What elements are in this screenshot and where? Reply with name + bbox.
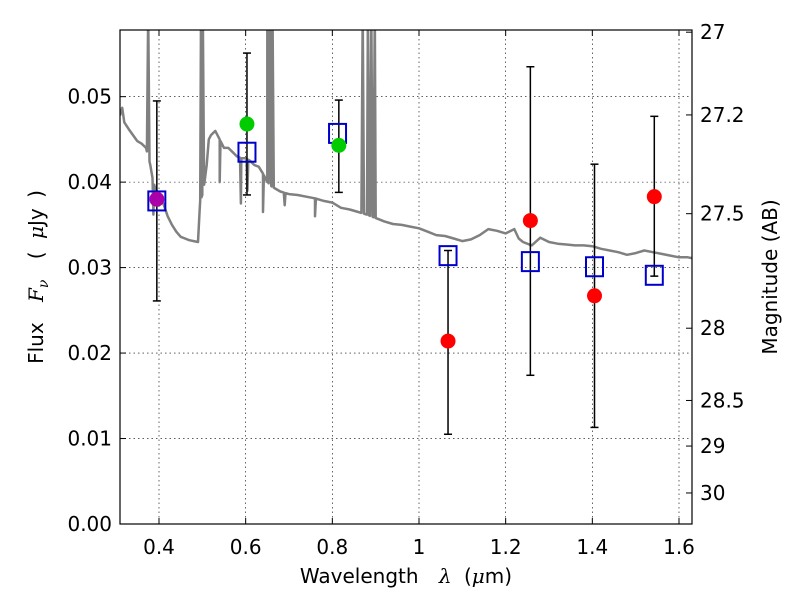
y-axis-title-symbol: F <box>24 287 48 303</box>
spectrum-line <box>120 30 692 260</box>
y-tick-label: 0.04 <box>67 170 112 194</box>
model-square <box>520 251 540 273</box>
model-square <box>147 190 167 212</box>
y-axis-title-word: Flux <box>24 322 48 364</box>
y-axis-title: Flux Fν ( μJy ) <box>24 190 53 364</box>
y-axis-title-paren-close: ) <box>24 190 48 198</box>
y-axis-title-paren-open: ( <box>24 251 48 259</box>
x-tick-label: 1.4 <box>576 535 608 559</box>
x-tick-label: 0.4 <box>143 535 175 559</box>
mag-tick-label: 27.5 <box>700 202 745 226</box>
plot-frame <box>119 29 693 525</box>
y-tick-label: 0.02 <box>67 341 112 365</box>
x-axis-title-mu: μ <box>472 564 485 588</box>
y-tick-label: 0.05 <box>67 85 112 109</box>
model-spectrum <box>120 30 692 260</box>
data-point <box>587 288 602 304</box>
y-tick-label: 0.03 <box>67 256 112 280</box>
mag-tick-label: 28.5 <box>700 388 745 412</box>
x-axis-title-unit: m) <box>485 564 512 588</box>
model-square <box>438 245 458 267</box>
mag-tick-label: 30 <box>700 481 725 505</box>
grid-lines <box>120 30 692 524</box>
x-tick-label: 1 <box>413 535 426 559</box>
x-tick-label: 1.6 <box>663 535 695 559</box>
y-axis-title-unit: Jy <box>24 208 48 228</box>
data-point <box>522 213 538 229</box>
data-markers <box>147 116 664 349</box>
y-tick-label: 0.01 <box>67 427 112 451</box>
mag-tick-label: 27 <box>700 20 725 44</box>
x-axis-title: Wavelength λ (μm) <box>300 564 512 588</box>
model-square <box>237 141 257 163</box>
x-axis-title-word: Wavelength <box>300 564 419 588</box>
y2-axis-title: Magnitude (AB) <box>758 199 782 354</box>
axis-ticks: 0.4 0.6 0.8 1 1.2 1.4 1.6 0.00 0.01 0.02 0.03 0.04 0… <box>67 20 744 559</box>
data-point <box>239 116 255 132</box>
model-square <box>585 256 604 278</box>
x-axis-title-symbol: λ <box>438 564 452 588</box>
mag-tick-label: 29 <box>700 434 725 458</box>
mag-tick-label: 27.2 <box>700 103 745 127</box>
y-tick-label: 0.00 <box>67 512 112 536</box>
data-point <box>646 189 662 205</box>
x-axis-title-paren: ( <box>464 564 472 588</box>
data-point <box>440 333 456 349</box>
model-square <box>644 264 664 286</box>
y-axis-title-mu: μ <box>24 226 48 239</box>
x-tick-label: 1.2 <box>490 535 522 559</box>
x-tick-label: 0.8 <box>316 535 348 559</box>
data-point <box>331 137 347 153</box>
x-tick-label: 0.6 <box>230 535 262 559</box>
data-point <box>149 191 165 207</box>
mag-tick-label: 28 <box>700 316 725 340</box>
y-axis-title-subscript: ν <box>36 279 52 288</box>
